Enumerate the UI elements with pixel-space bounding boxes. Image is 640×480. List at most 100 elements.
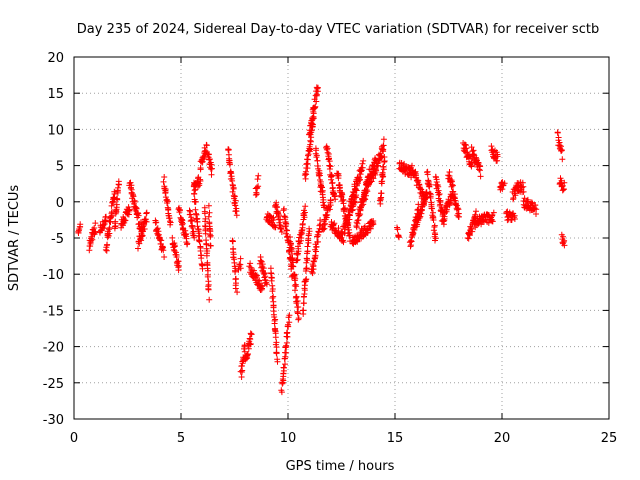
y-tick-label: -25	[43, 377, 64, 392]
data-point	[381, 158, 388, 164]
data-point	[413, 172, 419, 179]
data-point	[247, 341, 254, 347]
data-point	[307, 141, 314, 148]
data-point	[300, 300, 307, 307]
data-point	[282, 214, 289, 221]
data-point	[335, 225, 342, 232]
data-point	[206, 151, 212, 158]
data-point	[524, 196, 531, 203]
data-point	[357, 171, 364, 178]
x-tick-label: 0	[70, 431, 78, 446]
data-point	[455, 210, 462, 217]
data-point	[278, 224, 285, 231]
data-point	[473, 208, 479, 215]
data-point	[561, 179, 568, 186]
data-point	[233, 212, 240, 219]
data-point	[167, 218, 173, 225]
data-point	[298, 235, 305, 241]
data-point	[201, 156, 207, 162]
data-point	[100, 221, 107, 228]
data-point	[87, 240, 94, 247]
data-point	[359, 164, 366, 171]
data-point	[465, 235, 472, 242]
data-point	[303, 171, 310, 178]
data-point	[283, 339, 290, 346]
data-point	[204, 262, 211, 269]
data-point	[104, 241, 111, 248]
data-point	[281, 355, 288, 362]
data-point	[92, 220, 99, 227]
x-axis-label: GPS time / hours	[286, 459, 395, 474]
data-point	[199, 158, 206, 165]
data-point	[160, 178, 167, 185]
data-point	[438, 217, 445, 224]
data-point	[329, 179, 336, 186]
data-point	[248, 331, 255, 338]
data-point	[396, 234, 402, 241]
data-point	[89, 236, 96, 243]
data-point	[232, 202, 239, 209]
data-point	[286, 319, 293, 326]
data-point	[342, 205, 348, 211]
data-point	[432, 231, 439, 238]
data-point	[429, 205, 435, 212]
data-point	[201, 208, 208, 215]
data-point	[326, 166, 333, 172]
data-point	[184, 240, 191, 247]
x-tick-label: 25	[601, 431, 618, 446]
axis-ticks: 0 5 10 15 20 25 -30 -25 -20 -15 -10 -5 0 5 10 15 20	[43, 51, 618, 446]
data-point	[284, 227, 290, 234]
data-point	[424, 194, 430, 201]
data-point	[301, 293, 307, 300]
data-point	[560, 186, 567, 193]
data-point	[77, 223, 84, 230]
data-point	[135, 245, 141, 252]
data-point	[560, 233, 566, 240]
data-point	[290, 263, 297, 270]
data-point	[247, 260, 254, 267]
data-point	[303, 276, 310, 283]
data-point	[133, 204, 140, 211]
data-point	[269, 286, 276, 292]
data-point	[202, 147, 209, 154]
data-point	[339, 191, 346, 198]
data-point	[328, 171, 335, 178]
data-point	[207, 242, 214, 249]
data-point	[136, 240, 143, 247]
data-point	[360, 197, 367, 204]
data-point	[289, 251, 295, 257]
data-point	[274, 358, 281, 365]
data-point	[499, 186, 506, 193]
data-point	[273, 349, 280, 356]
data-point	[512, 192, 519, 199]
data-point	[167, 219, 174, 226]
data-point	[270, 217, 277, 223]
data-point	[380, 136, 387, 143]
data-point	[198, 252, 205, 259]
data-point	[436, 191, 443, 197]
data-point	[312, 254, 319, 260]
data-point	[234, 289, 241, 296]
data-point	[295, 245, 302, 252]
data-point	[245, 351, 251, 357]
data-point	[464, 149, 471, 156]
data-point	[380, 173, 387, 180]
data-point	[203, 142, 210, 149]
data-point	[255, 172, 262, 179]
data-point	[285, 323, 292, 330]
data-point	[293, 293, 300, 300]
data-point	[196, 182, 203, 189]
data-point	[353, 181, 360, 188]
data-point	[312, 103, 319, 110]
data-point	[88, 233, 95, 240]
data-point	[192, 206, 199, 213]
data-point	[363, 192, 369, 199]
data-point	[272, 334, 279, 341]
data-point	[143, 209, 150, 216]
data-point	[320, 196, 327, 203]
data-point	[283, 344, 290, 350]
data-point	[378, 152, 385, 159]
data-point	[270, 302, 277, 309]
data-point	[378, 190, 385, 197]
data-point	[357, 207, 364, 214]
